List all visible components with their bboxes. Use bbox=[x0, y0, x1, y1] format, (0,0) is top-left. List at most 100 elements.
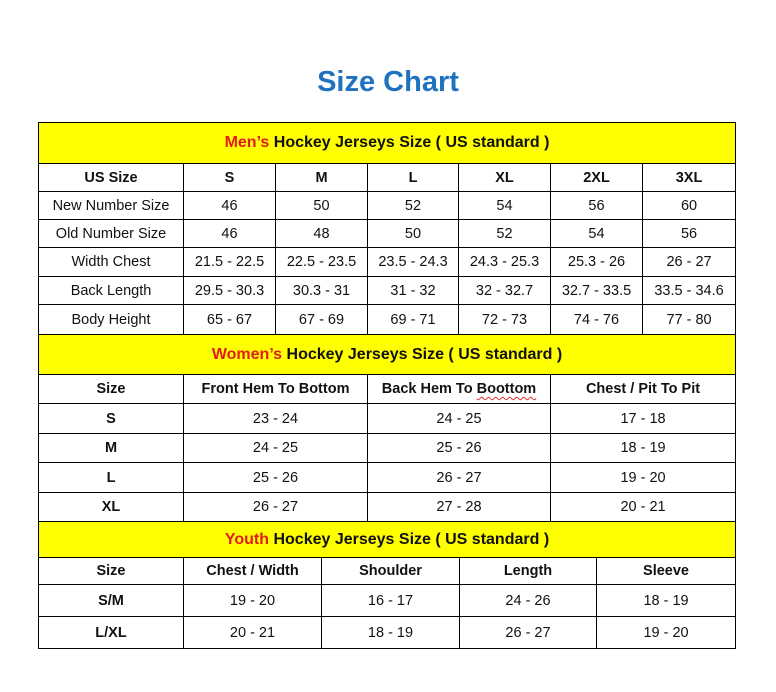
table-row: S 23 - 24 24 - 25 17 - 18 bbox=[38, 403, 737, 434]
table-cell: 29.5 - 30.3 bbox=[183, 276, 276, 305]
women-section-title: Women’s Hockey Jerseys Size ( US standar… bbox=[37, 334, 737, 375]
table-cell: 26 - 27 bbox=[367, 462, 551, 493]
table-cell: 23.5 - 24.3 bbox=[367, 247, 459, 277]
youth-size-table: Youth Hockey Jerseys Size ( US standard … bbox=[37, 521, 737, 649]
table-cell: 18 - 19 bbox=[595, 584, 737, 617]
table-cell: 46 bbox=[183, 219, 276, 248]
table-cell: 72 - 73 bbox=[458, 304, 551, 335]
table-cell: 67 - 69 bbox=[275, 304, 368, 335]
table-cell: 32.7 - 33.5 bbox=[550, 276, 643, 305]
table-cell: 24 - 26 bbox=[459, 584, 597, 617]
table-cell: 74 - 76 bbox=[550, 304, 643, 335]
column-header: Size bbox=[38, 374, 184, 404]
table-row: M 24 - 25 25 - 26 18 - 19 bbox=[38, 433, 737, 463]
youth-section-title: Youth Hockey Jerseys Size ( US standard … bbox=[37, 521, 737, 558]
table-cell: 18 - 19 bbox=[321, 616, 460, 649]
column-header: Shoulder bbox=[321, 557, 460, 585]
table-cell: 19 - 20 bbox=[595, 616, 737, 649]
table-row: S/M 19 - 20 16 - 17 24 - 26 18 - 19 bbox=[38, 584, 737, 617]
table-cell: 22.5 - 23.5 bbox=[275, 247, 368, 277]
row-label: S bbox=[38, 403, 184, 434]
table-cell: 25 - 26 bbox=[183, 462, 368, 493]
row-label: M bbox=[38, 433, 184, 463]
table-row: Body Height 65 - 67 67 - 69 69 - 71 72 - 73 7… bbox=[38, 304, 737, 335]
table-cell: 33.5 - 34.6 bbox=[641, 276, 737, 305]
table-row: L/XL 20 - 21 18 - 19 26 - 27 19 - 20 bbox=[38, 616, 737, 649]
table-cell: 77 - 80 bbox=[641, 304, 737, 335]
table-cell: 54 bbox=[458, 191, 551, 220]
table-cell: 52 bbox=[458, 219, 551, 248]
table-cell: 25 - 26 bbox=[367, 433, 551, 463]
column-header: Front Hem To Bottom bbox=[183, 374, 368, 404]
row-label: L/XL bbox=[38, 616, 184, 649]
table-cell: 26 - 27 bbox=[641, 247, 737, 277]
table-row: XL 26 - 27 27 - 28 20 - 21 bbox=[38, 492, 737, 522]
column-header: Chest / Width bbox=[183, 557, 322, 585]
section-highlight: Women’s bbox=[211, 345, 283, 363]
table-cell: 46 bbox=[183, 191, 276, 220]
table-cell: 26 - 27 bbox=[183, 492, 368, 522]
women-size-table: Women’s Hockey Jerseys Size ( US standar… bbox=[37, 334, 737, 522]
size-chart: Men’s Hockey Jerseys Size ( US standard … bbox=[37, 122, 737, 649]
table-cell: 69 - 71 bbox=[367, 304, 459, 335]
table-cell: 17 - 18 bbox=[549, 403, 737, 434]
page-title: Size Chart bbox=[317, 66, 459, 98]
table-cell: 31 - 32 bbox=[367, 276, 459, 305]
table-cell: 19 - 20 bbox=[183, 584, 322, 617]
column-header: 3XL bbox=[641, 163, 737, 192]
table-cell: 30.3 - 31 bbox=[275, 276, 368, 305]
section-title-text: Hockey Jerseys Size ( US standard ) bbox=[269, 530, 550, 548]
row-label: Old Number Size bbox=[38, 219, 184, 248]
table-cell: 27 - 28 bbox=[367, 492, 551, 522]
section-title-text: Hockey Jerseys Size ( US standard ) bbox=[282, 345, 563, 363]
table-row: Width Chest 21.5 - 22.5 22.5 - 23.5 23.5 - … bbox=[38, 247, 737, 277]
header-text: Back Hem To Boottom bbox=[381, 381, 537, 397]
table-cell: 60 bbox=[641, 191, 737, 220]
table-cell: 65 - 67 bbox=[183, 304, 276, 335]
table-row: New Number Size 46 50 52 54 56 60 bbox=[38, 191, 737, 220]
table-row: Back Length 29.5 - 30.3 30.3 - 31 31 - 32 32… bbox=[38, 276, 737, 305]
table-cell: 20 - 21 bbox=[183, 616, 322, 649]
column-header: Size bbox=[38, 557, 184, 585]
row-label: Body Height bbox=[38, 304, 184, 335]
table-cell: 18 - 19 bbox=[549, 433, 737, 463]
column-header: L bbox=[367, 163, 459, 192]
table-cell: 16 - 17 bbox=[321, 584, 460, 617]
row-label: XL bbox=[38, 492, 184, 522]
table-cell: 25.3 - 26 bbox=[550, 247, 643, 277]
row-label: L bbox=[38, 462, 184, 493]
row-label: Width Chest bbox=[38, 247, 184, 277]
column-header: Chest / Pit To Pit bbox=[549, 374, 737, 404]
table-cell: 52 bbox=[367, 191, 459, 220]
column-header: Length bbox=[459, 557, 597, 585]
table-row: L 25 - 26 26 - 27 19 - 20 bbox=[38, 462, 737, 493]
table-cell: 26 - 27 bbox=[459, 616, 597, 649]
table-cell: 56 bbox=[550, 191, 643, 220]
column-header: Sleeve bbox=[595, 557, 737, 585]
spellcheck-underline: Boottom bbox=[476, 381, 537, 397]
men-section-title: Men’s Hockey Jerseys Size ( US standard … bbox=[37, 122, 737, 164]
section-highlight: Youth bbox=[224, 530, 270, 548]
table-cell: 56 bbox=[641, 219, 737, 248]
column-header: M bbox=[275, 163, 368, 192]
table-cell: 24.3 - 25.3 bbox=[458, 247, 551, 277]
column-header: Back Hem To Boottom bbox=[367, 374, 551, 404]
column-header: US Size bbox=[38, 163, 184, 192]
section-title-text: Hockey Jerseys Size ( US standard ) bbox=[269, 134, 550, 151]
table-cell: 50 bbox=[275, 191, 368, 220]
section-highlight: Men’s bbox=[224, 134, 270, 151]
table-cell: 50 bbox=[367, 219, 459, 248]
table-cell: 20 - 21 bbox=[549, 492, 737, 522]
men-size-table: Men’s Hockey Jerseys Size ( US standard … bbox=[37, 122, 737, 335]
column-header: 2XL bbox=[550, 163, 643, 192]
table-cell: 19 - 20 bbox=[549, 462, 737, 493]
table-cell: 24 - 25 bbox=[367, 403, 551, 434]
column-header: S bbox=[183, 163, 276, 192]
column-header: XL bbox=[458, 163, 551, 192]
table-cell: 23 - 24 bbox=[183, 403, 368, 434]
table-cell: 21.5 - 22.5 bbox=[183, 247, 276, 277]
table-cell: 54 bbox=[550, 219, 643, 248]
table-row: Old Number Size 46 48 50 52 54 56 bbox=[38, 219, 737, 248]
row-label: S/M bbox=[38, 584, 184, 617]
table-cell: 32 - 32.7 bbox=[458, 276, 551, 305]
